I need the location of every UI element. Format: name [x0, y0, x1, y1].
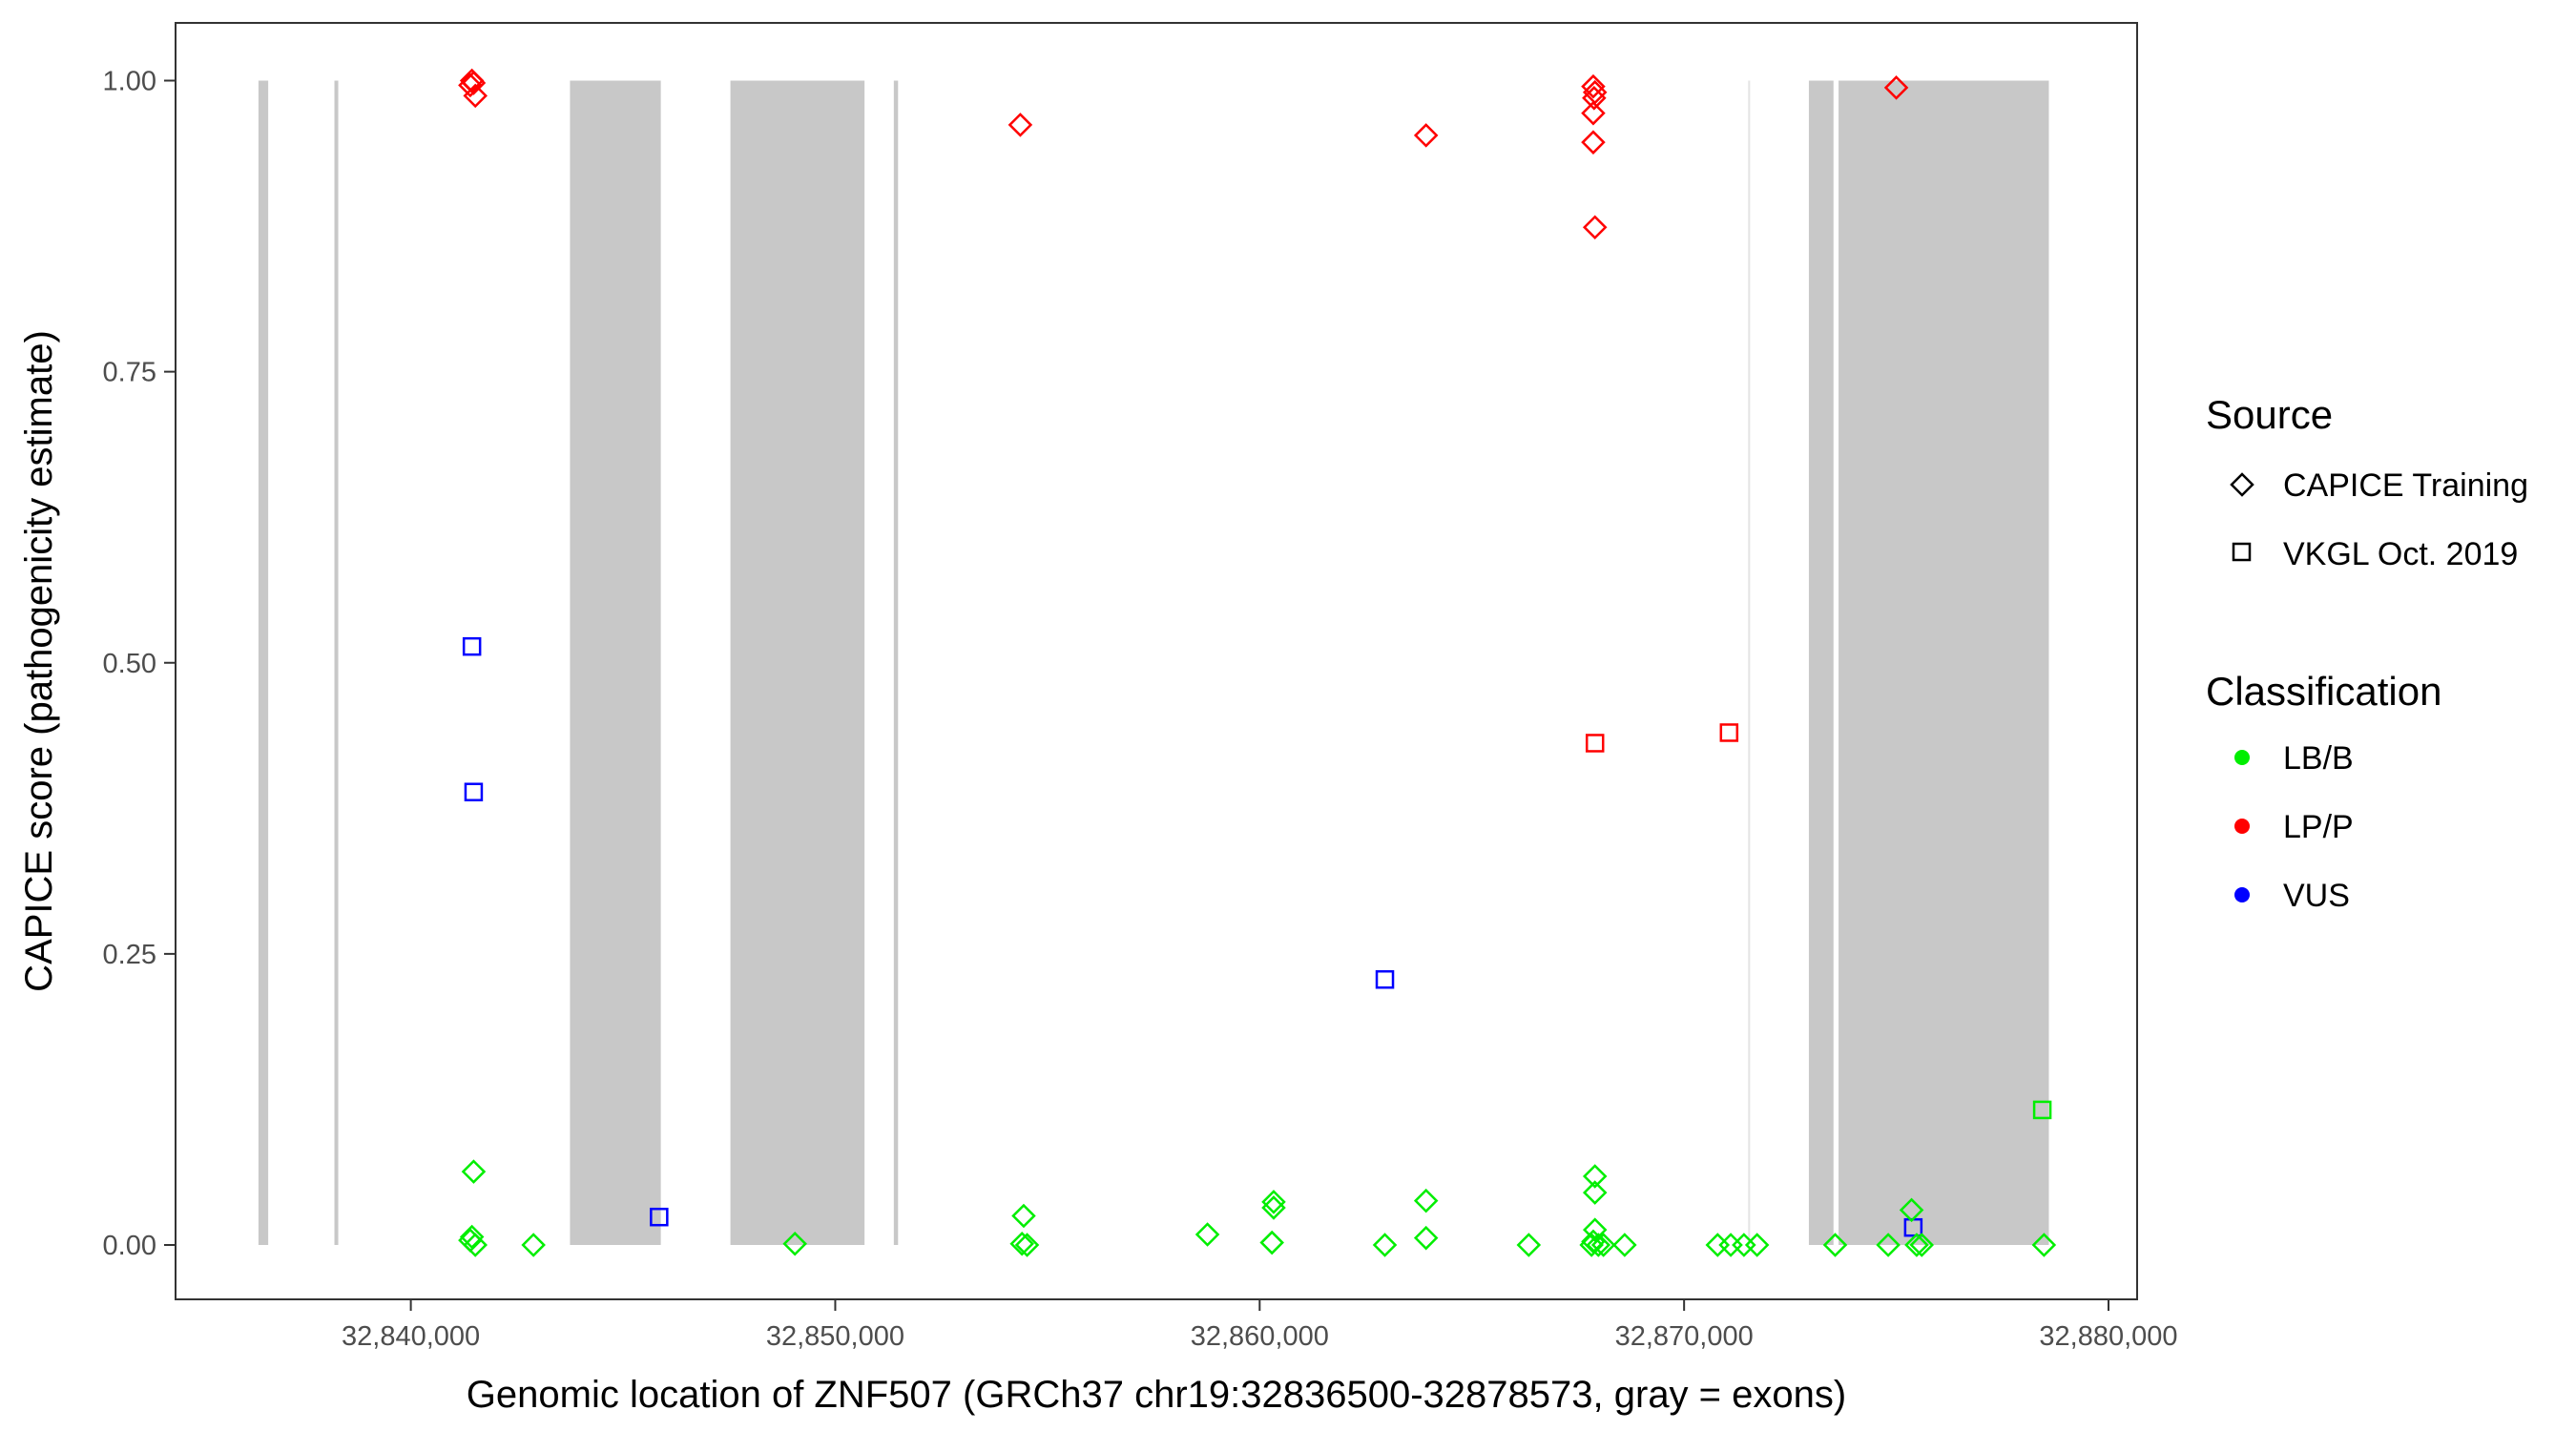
point-capice	[521, 1233, 546, 1257]
point-capice	[1582, 1180, 1608, 1205]
point-capice	[1612, 1233, 1637, 1257]
point-capice	[1909, 1233, 1935, 1257]
legend-item-lbb: LB/B	[2283, 740, 2354, 777]
point-capice	[1582, 86, 1607, 111]
point-vkgl	[1375, 969, 1395, 989]
point-capice	[458, 73, 483, 98]
legend-lpp-dot	[2234, 819, 2250, 834]
exon-region	[570, 80, 661, 1245]
x-tick-label: 32,880,000	[2039, 1321, 2177, 1352]
point-capice	[1011, 1203, 1036, 1229]
data-points	[458, 68, 2057, 1257]
point-capice	[1009, 1232, 1034, 1256]
point-vkgl	[2032, 1100, 2052, 1120]
point-capice	[1372, 1233, 1398, 1257]
point-capice	[1014, 1233, 1040, 1257]
x-tick-label: 32,860,000	[1191, 1321, 1329, 1352]
point-capice	[1579, 1233, 1604, 1257]
legend-vus-dot	[2234, 887, 2250, 902]
y-tick-label: 0.75	[103, 358, 156, 388]
y-tick-label: 0.50	[103, 649, 156, 679]
point-capice	[1876, 1233, 1901, 1257]
point-capice	[1413, 123, 1439, 148]
y-axis: 0.00 0.25 0.50 0.75 1.00	[103, 67, 176, 1261]
point-capice	[1904, 1233, 1929, 1257]
point-capice	[1581, 73, 1606, 99]
point-capice	[1008, 113, 1033, 137]
point-capice	[782, 1232, 807, 1256]
plot-panel-border	[175, 22, 2138, 1300]
point-capice	[1581, 100, 1606, 126]
x-axis-title: Genomic location of ZNF507 (GRCh37 chr19…	[467, 1374, 1846, 1416]
point-capice	[463, 1233, 488, 1257]
point-capice	[1261, 1195, 1286, 1220]
point-capice	[1899, 1197, 1924, 1223]
point-capice	[1582, 1217, 1608, 1242]
legend-lbb-dot	[2234, 750, 2250, 765]
legend: Source CAPICE Training VKGL Oct. 2019 Cl…	[2206, 392, 2528, 914]
y-axis-title: CAPICE score (pathogenicity estimate)	[18, 330, 60, 992]
point-capice	[1413, 1188, 1439, 1213]
point-capice	[1718, 1233, 1743, 1257]
exon-region	[334, 80, 339, 1245]
legend-diamond-icon	[2230, 472, 2254, 497]
exon-region	[1839, 80, 2049, 1245]
point-capice	[1195, 1222, 1220, 1247]
point-vkgl	[650, 1207, 669, 1227]
exon-region	[893, 80, 899, 1245]
exon-region	[1748, 80, 1751, 1245]
legend-title-classification: Classification	[2206, 669, 2441, 714]
exon-regions	[258, 80, 2049, 1245]
point-capice	[1259, 1230, 1284, 1255]
legend-item-capice: CAPICE Training	[2283, 467, 2528, 504]
point-capice	[1590, 1233, 1616, 1257]
point-capice	[1744, 1233, 1770, 1257]
point-capice	[1581, 130, 1606, 155]
point-capice	[1883, 75, 1909, 100]
x-axis: 32,840,000 32,850,000 32,860,000 32,870,000…	[342, 1299, 2178, 1352]
legend-item-vkgl: VKGL Oct. 2019	[2283, 536, 2518, 572]
point-capice	[1261, 1190, 1286, 1214]
point-capice	[1586, 1233, 1611, 1257]
point-capice	[461, 1159, 487, 1184]
exon-region	[1808, 80, 1834, 1245]
legend-item-vus: VUS	[2283, 878, 2350, 914]
y-tick-label: 0.25	[103, 940, 156, 970]
x-tick-label: 32,850,000	[766, 1321, 904, 1352]
legend-title-source: Source	[2206, 392, 2333, 437]
x-tick-label: 32,870,000	[1615, 1321, 1754, 1352]
point-capice	[459, 1224, 485, 1250]
point-capice	[463, 83, 488, 109]
point-capice	[1516, 1233, 1542, 1257]
point-vkgl	[1585, 734, 1605, 753]
point-capice	[2031, 1233, 2057, 1257]
legend-square-icon	[2232, 542, 2252, 562]
point-capice	[1413, 1225, 1439, 1251]
exon-region	[258, 80, 269, 1245]
exon-region	[730, 80, 865, 1245]
legend-item-lpp: LP/P	[2283, 809, 2354, 845]
x-tick-label: 32,840,000	[342, 1321, 480, 1352]
point-vkgl	[464, 782, 484, 801]
point-capice	[1705, 1233, 1731, 1257]
point-capice	[1582, 1164, 1608, 1189]
point-vkgl	[462, 636, 482, 656]
point-capice	[1822, 1233, 1848, 1257]
point-vkgl	[1719, 723, 1739, 742]
point-capice	[1732, 1233, 1756, 1257]
y-tick-label: 1.00	[103, 67, 156, 97]
y-tick-label: 0.00	[103, 1231, 156, 1261]
point-capice	[1582, 215, 1608, 240]
